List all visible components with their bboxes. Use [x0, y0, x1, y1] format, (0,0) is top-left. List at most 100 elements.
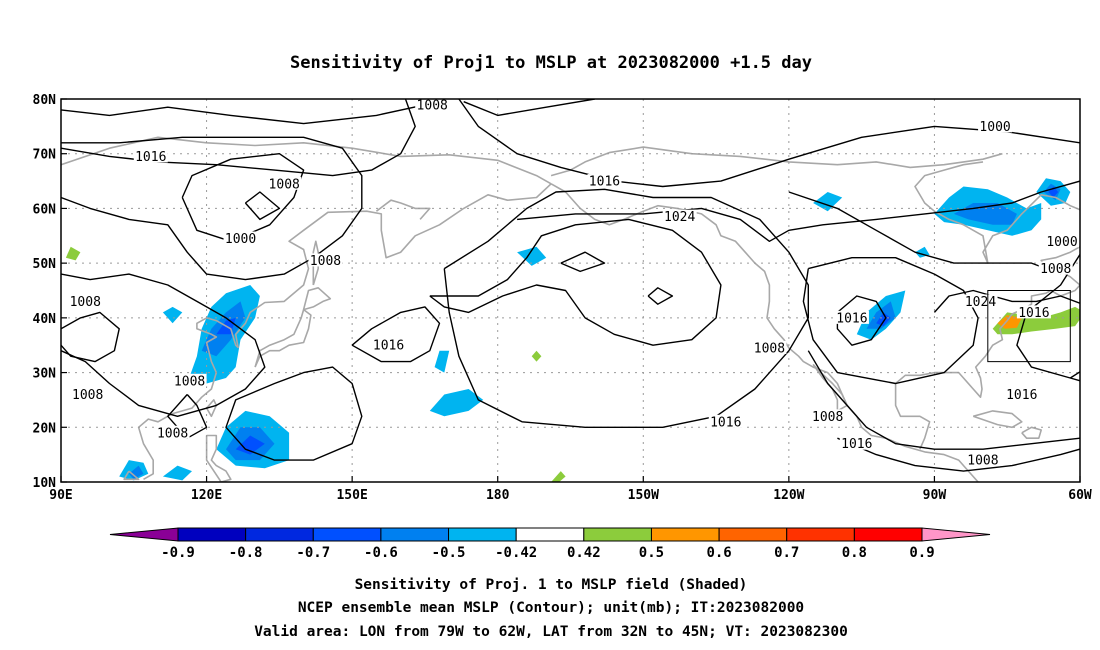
coastline-7 [375, 199, 431, 220]
contour-label-bg-10 [1038, 261, 1073, 275]
lon-tick-label-3: 180 [486, 488, 510, 503]
sensitivity-shading-layer [65, 110, 1100, 482]
mslp-contour-19 [61, 311, 120, 363]
sensitivity-patch-14 [866, 301, 896, 329]
coastline-16 [1079, 174, 1080, 176]
contour-label-bg-19 [708, 414, 743, 428]
colorbar-bin-8 [718, 527, 788, 542]
lat-tick-label-7: 80N [33, 93, 57, 108]
mslp-contour-0 [61, 101, 440, 125]
sensitivity-patch-9 [162, 465, 192, 481]
mslp-contour-17 [837, 437, 1080, 472]
lat-tick-label-4: 50N [33, 257, 57, 272]
colorbar-label-6: 0.42 [567, 545, 601, 561]
contour-label-bg-22 [155, 425, 190, 439]
sensitivity-patch-25 [65, 246, 81, 261]
caption-line-1: Sensitivity of Proj. 1 to MSLP field (Sh… [355, 577, 748, 593]
coastline-8 [550, 146, 1003, 177]
mslp-contour-layer [61, 99, 1080, 472]
coastline-10 [812, 363, 848, 412]
coastline-6 [205, 434, 232, 482]
contour-label-bg-11 [963, 294, 998, 308]
contour-label-bg-4 [587, 174, 622, 188]
colorbar-bin-3 [380, 527, 450, 542]
colorbar-bin-1 [245, 527, 314, 542]
contour-label-6: 1024 [664, 210, 695, 225]
contour-label-bg-23 [965, 453, 1000, 467]
contour-label-22: 1008 [157, 426, 188, 441]
mslp-contour-15 [933, 289, 1080, 379]
contour-label-bg-17 [70, 387, 105, 401]
lon-tick-label-0: 90E [49, 488, 72, 503]
lon-tick-label-4: 150W [628, 488, 659, 503]
colorbar-label-4: -0.5 [432, 545, 466, 561]
lat-tick-label-5: 60N [33, 202, 57, 217]
mslp-contour-8 [429, 218, 722, 346]
contour-label-bg-20 [810, 409, 845, 423]
colorbar-bin-10 [853, 527, 923, 542]
lon-tick-label-6: 90W [923, 488, 947, 503]
colorbar-label-2: -0.7 [296, 545, 330, 561]
colorbar-label-5: -0.42 [495, 545, 537, 561]
contour-label-3: 1008 [269, 177, 300, 192]
contour-label-7: 1008 [310, 254, 341, 269]
lon-tick-label-1: 120E [191, 488, 222, 503]
contour-label-bg-21 [839, 436, 874, 450]
coastline-15 [1079, 206, 1080, 210]
coastline-12 [1079, 284, 1080, 285]
contour-label-20: 1008 [812, 410, 843, 425]
lat-tick-label-6: 70N [33, 148, 57, 163]
contour-label-16: 1008 [174, 374, 205, 389]
valid-area-box [987, 290, 1071, 363]
sensitivity-patch-10 [429, 389, 484, 417]
colorbar: -0.9 -0.8 -0.7 -0.6 -0.5 -0.42 0.42 0.5 0.6 0.7 0.… [109, 527, 991, 561]
lon-tick-label-2: 150E [336, 488, 367, 503]
contour-label-19: 1016 [710, 415, 741, 430]
mslp-contour-1 [463, 99, 595, 117]
sensitivity-patch-32 [1080, 110, 1100, 121]
contour-label-8: 1000 [1046, 235, 1077, 250]
contour-label-2: 1000 [979, 120, 1010, 135]
contour-label-layer: 1008 1016 1000 1008 1016 1000 1024 1008 1000 1008… [68, 98, 1079, 469]
mslp-contour-21 [167, 394, 208, 439]
contour-label-15: 1008 [754, 341, 785, 356]
sensitivity-patch-11 [434, 350, 450, 373]
longitude-axis: 90E 120E 150E 180 150W 120W 90W 60W [49, 476, 1092, 503]
colorbar-label-11: 0.9 [909, 545, 934, 561]
coastline-17 [123, 470, 140, 481]
contour-label-bg-16 [172, 373, 207, 387]
colorbar-label-9: 0.7 [774, 545, 799, 561]
contour-label-0: 1008 [417, 99, 448, 114]
caption-line-2: NCEP ensemble mean MSLP (Contour); unit(… [298, 600, 804, 616]
sensitivity-patch-27 [551, 471, 566, 482]
colorbar-min-arrow [109, 527, 179, 542]
coastline-9 [550, 183, 979, 482]
sensitivity-patch-34 [1085, 405, 1100, 421]
contour-label-bg-15 [752, 340, 787, 354]
lon-tick-label-7: 60W [1068, 488, 1092, 503]
colorbar-bin-7 [650, 527, 720, 542]
contour-label-bg-12 [1016, 305, 1051, 319]
mslp-contour-12 [788, 191, 1061, 275]
colorbar-label-1: -0.8 [229, 545, 263, 561]
map-area: 1008 1016 1000 1008 1016 1000 1024 1008 1000 1008… [60, 98, 1100, 483]
sensitivity-patch-30 [1085, 307, 1100, 318]
colorbar-bin-5 [515, 527, 585, 542]
contour-label-18: 1016 [1006, 388, 1037, 403]
latitude-axis: 10N 20N 30N 40N 50N 60N 70N 80N [33, 93, 67, 491]
contour-label-23: 1008 [967, 454, 998, 469]
colorbar-max-arrow [921, 527, 991, 542]
mslp-contour-11 [443, 188, 809, 428]
sensitivity-patch-33 [1080, 400, 1100, 427]
sensitivity-patch-8 [128, 465, 144, 480]
contour-label-bg-3 [267, 176, 302, 190]
contour-label-bg-13 [834, 310, 869, 324]
coastline-14 [1021, 426, 1042, 439]
lat-tick-label-2: 30N [33, 367, 57, 382]
figure-title: Sensitivity of Proj1 to MSLP at 20230820… [290, 53, 812, 73]
colorbar-bin-6 [583, 527, 652, 542]
coastline-5 [312, 240, 319, 286]
mslp-contour-2 [61, 99, 416, 177]
contour-label-1: 1016 [135, 150, 166, 165]
